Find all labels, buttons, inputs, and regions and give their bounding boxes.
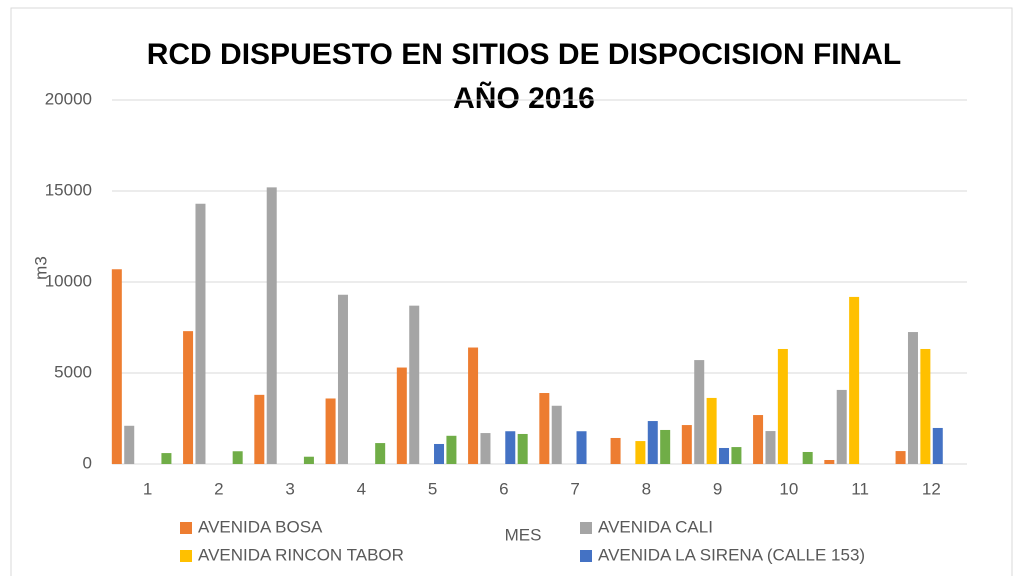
bar	[895, 451, 906, 464]
bar	[254, 394, 265, 464]
x-tick-label: 11	[851, 479, 869, 498]
bar	[694, 360, 705, 464]
bar	[610, 437, 621, 464]
x-tick-label: 3	[285, 479, 294, 498]
chart-title: AÑO 2016	[453, 81, 595, 115]
bar	[635, 441, 646, 464]
x-tick-label: 10	[779, 479, 798, 498]
bar	[907, 332, 918, 464]
x-tick-label: 5	[428, 479, 437, 498]
y-axis-label: m3	[31, 256, 50, 280]
bar	[111, 269, 122, 464]
bar	[932, 427, 943, 464]
bar	[434, 443, 445, 464]
bar	[551, 405, 562, 464]
bar	[195, 203, 206, 465]
bar	[539, 393, 550, 464]
legend-swatch	[580, 522, 592, 534]
chart-frame	[10, 7, 1013, 581]
bar	[849, 296, 860, 464]
bar	[396, 367, 407, 464]
legend-swatch	[180, 550, 192, 562]
bar	[920, 348, 931, 464]
legend-swatch	[180, 522, 192, 534]
legend-label: AVENIDA LA SIRENA (CALLE 153)	[598, 545, 865, 564]
bar	[647, 421, 658, 464]
x-tick-label: 12	[922, 479, 941, 498]
y-tick-label: 15000	[45, 180, 92, 199]
y-tick-label: 5000	[54, 362, 92, 381]
bar	[409, 305, 420, 464]
chart-title: RCD DISPUESTO EN SITIOS DE DISPOCISION F…	[147, 38, 902, 71]
x-tick-label: 1	[143, 479, 152, 498]
bar	[325, 398, 336, 464]
legend-label: AVENIDA RINCON TABOR	[198, 545, 404, 564]
bar	[161, 453, 172, 464]
legend-label: AVENIDA CALI	[598, 517, 713, 536]
bar	[802, 451, 813, 464]
x-tick-label: 7	[570, 479, 579, 498]
x-tick-label: 9	[713, 479, 722, 498]
x-tick-label: 8	[642, 479, 651, 498]
legend-label: AVENIDA BOSA	[198, 517, 323, 536]
bar	[836, 389, 847, 464]
bar	[468, 347, 479, 464]
x-axis-label: MES	[505, 525, 542, 544]
bar	[266, 187, 277, 465]
x-tick-label: 2	[214, 479, 223, 498]
bar	[517, 433, 528, 464]
y-tick-label: 0	[83, 453, 92, 472]
bar	[337, 294, 348, 464]
bar	[777, 348, 788, 464]
bar	[124, 425, 135, 464]
legend-swatch	[580, 550, 592, 562]
bar	[719, 447, 730, 464]
bar	[232, 451, 243, 464]
bar	[731, 447, 742, 464]
y-tick-label: 10000	[45, 271, 92, 290]
bar	[183, 331, 194, 464]
bar	[765, 431, 776, 464]
x-tick-label: 4	[357, 479, 366, 498]
bar	[660, 429, 671, 464]
bar	[753, 415, 764, 464]
bar	[480, 433, 491, 464]
bar	[375, 443, 386, 464]
bar	[706, 397, 717, 464]
bar	[681, 425, 692, 464]
bar	[576, 431, 587, 464]
y-tick-label: 20000	[45, 89, 92, 108]
bar	[824, 459, 835, 464]
bar	[303, 456, 314, 464]
x-tick-label: 6	[499, 479, 508, 498]
bar	[505, 431, 516, 464]
bar	[446, 435, 457, 464]
